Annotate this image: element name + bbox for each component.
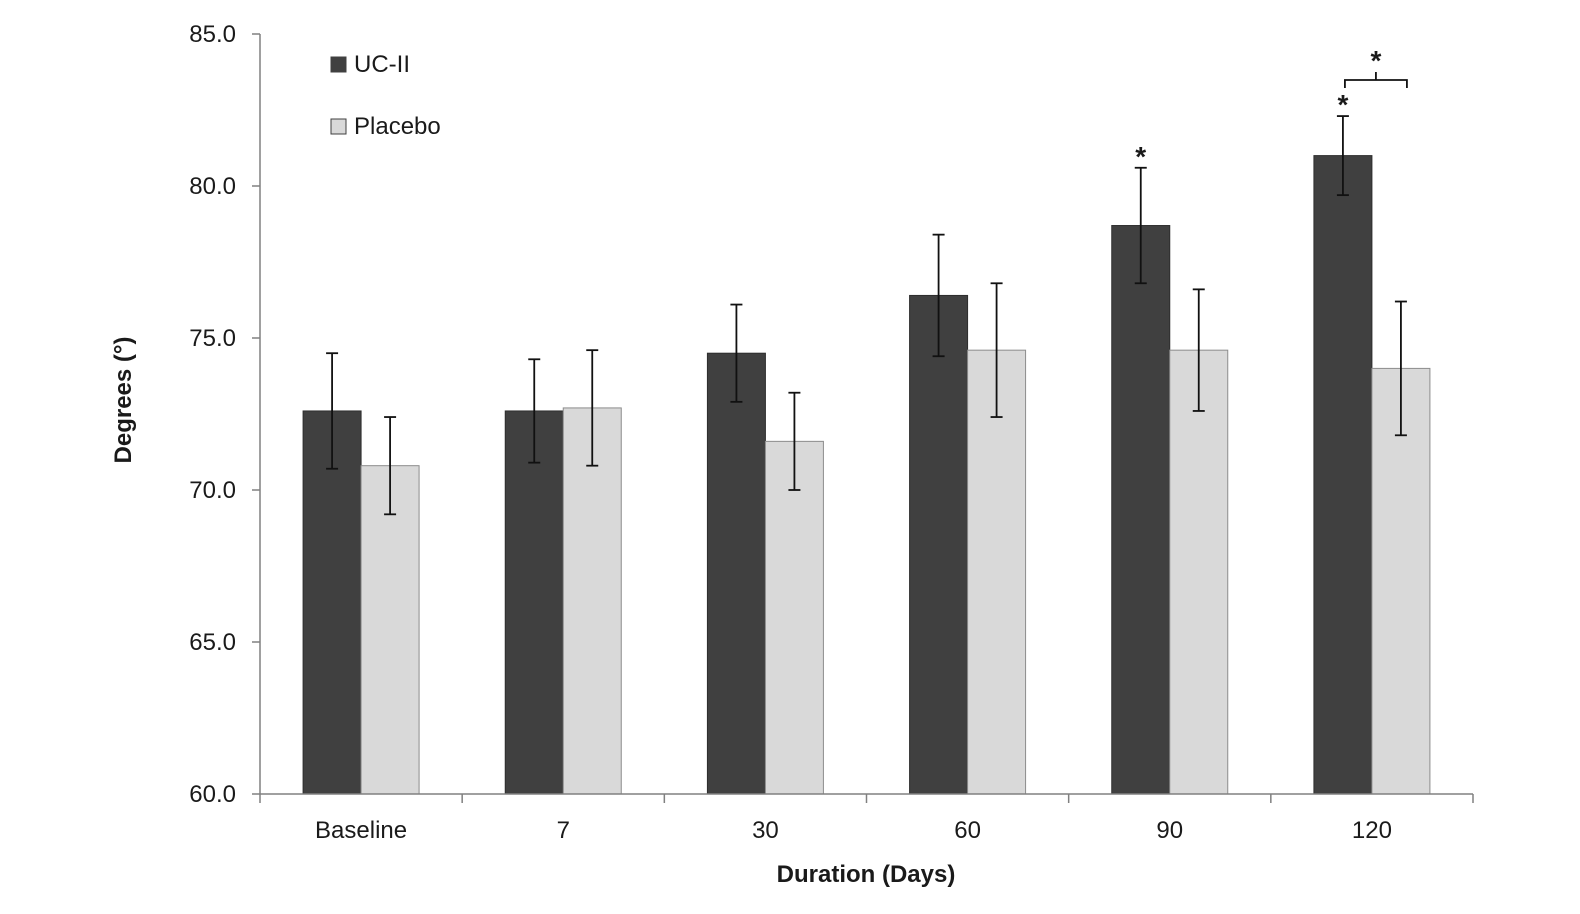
bars-layer — [302, 155, 1431, 795]
error-bar-placebo-90 — [1192, 288, 1205, 412]
significance-marker: * — [1135, 141, 1146, 172]
error-bar-uc-ii-baseline — [326, 352, 339, 470]
y-axis-title: Degrees (°) — [110, 337, 137, 464]
error-bar-placebo-120 — [1394, 300, 1407, 437]
bar-uc-ii-30 — [706, 352, 766, 795]
error-bar-uc-ii-30 — [730, 303, 743, 403]
significance-marker: * — [1337, 89, 1348, 120]
legend-label-placebo: Placebo — [354, 113, 441, 140]
y-tick-label: 70.0 — [189, 477, 236, 504]
x-tick-label: 7 — [557, 817, 570, 844]
bar-placebo-60 — [967, 349, 1027, 795]
x-ticks-layer: Baseline 7 30 60 90 120 — [259, 794, 1474, 844]
x-axis-title: Duration (Days) — [777, 861, 956, 888]
bar-uc-ii-baseline — [302, 410, 362, 795]
y-tick-label: 75.0 — [189, 325, 236, 352]
legend-swatch-uc-ii — [330, 56, 347, 73]
error-bar-uc-ii-60 — [932, 233, 945, 358]
bar-placebo-90 — [1169, 349, 1229, 795]
x-tick-label: Baseline — [315, 817, 407, 844]
y-tick-label: 80.0 — [189, 173, 236, 200]
error-bar-placebo-7 — [586, 349, 599, 467]
y-tick-label: 60.0 — [189, 781, 236, 808]
error-bar-placebo-60 — [990, 282, 1003, 418]
error-bar-uc-ii-90 — [1134, 166, 1147, 285]
error-bar-placebo-30 — [788, 391, 801, 491]
bar-uc-ii-120 — [1313, 155, 1373, 795]
x-tick-label: 90 — [1156, 817, 1183, 844]
y-tick-label: 65.0 — [189, 629, 236, 656]
significance-marker: * — [1370, 45, 1381, 76]
legend-label-uc-ii: UC-II — [354, 51, 410, 78]
annotations-layer: * * * — [1135, 45, 1408, 172]
significance-bracket: * — [1344, 45, 1408, 88]
x-tick-label: 60 — [954, 817, 981, 844]
bar-placebo-120 — [1371, 367, 1431, 795]
error-bar-uc-ii-120 — [1336, 115, 1349, 197]
x-tick-label: 120 — [1352, 817, 1392, 844]
x-tick-label: 30 — [752, 817, 779, 844]
bar-uc-ii-7 — [504, 410, 564, 795]
bar-uc-ii-60 — [909, 294, 969, 795]
bar-placebo-baseline — [360, 465, 420, 795]
error-bar-uc-ii-7 — [528, 358, 541, 464]
error-bars-layer — [326, 115, 1407, 516]
legend-swatch-placebo — [330, 118, 347, 135]
bar-uc-ii-90 — [1111, 225, 1171, 795]
y-ticks-layer: 60.0 65.0 70.0 75.0 80.0 85.0 — [189, 21, 260, 808]
bar-placebo-30 — [764, 440, 824, 795]
axes-layer — [259, 34, 1473, 795]
y-tick-label: 85.0 — [189, 21, 236, 48]
legend: UC-II Placebo — [330, 51, 441, 140]
error-bar-placebo-baseline — [384, 416, 397, 516]
